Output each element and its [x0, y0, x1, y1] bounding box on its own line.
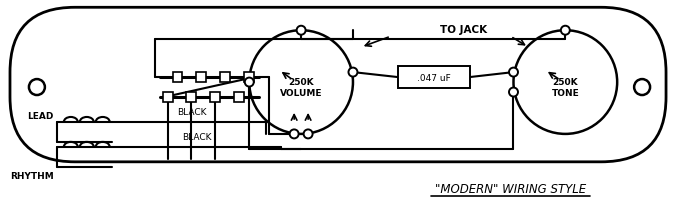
- Circle shape: [509, 88, 518, 97]
- Circle shape: [348, 68, 357, 77]
- Text: 250K
TONE: 250K TONE: [551, 78, 579, 98]
- Text: BLACK: BLACK: [182, 132, 211, 141]
- Text: "MODERN" WIRING STYLE: "MODERN" WIRING STYLE: [435, 182, 586, 195]
- Text: .047 uF: .047 uF: [417, 73, 451, 82]
- Bar: [220, 73, 231, 83]
- Circle shape: [29, 80, 45, 96]
- Bar: [163, 92, 172, 103]
- Text: 250K
VOLUME: 250K VOLUME: [280, 78, 322, 98]
- Bar: [398, 67, 470, 89]
- Circle shape: [561, 27, 570, 35]
- Circle shape: [290, 130, 298, 139]
- Circle shape: [245, 78, 254, 87]
- Circle shape: [297, 27, 306, 35]
- Bar: [186, 92, 197, 103]
- Bar: [210, 92, 220, 103]
- Circle shape: [509, 68, 518, 77]
- Bar: [244, 73, 254, 83]
- Text: TO JACK: TO JACK: [440, 25, 487, 35]
- Text: LEAD: LEAD: [28, 111, 54, 120]
- Text: RHYTHM: RHYTHM: [10, 171, 54, 180]
- Bar: [172, 73, 182, 83]
- Text: BLACK: BLACK: [177, 108, 206, 116]
- Circle shape: [304, 130, 313, 139]
- Bar: [235, 92, 244, 103]
- Bar: [197, 73, 206, 83]
- FancyBboxPatch shape: [10, 8, 666, 162]
- Circle shape: [634, 80, 650, 96]
